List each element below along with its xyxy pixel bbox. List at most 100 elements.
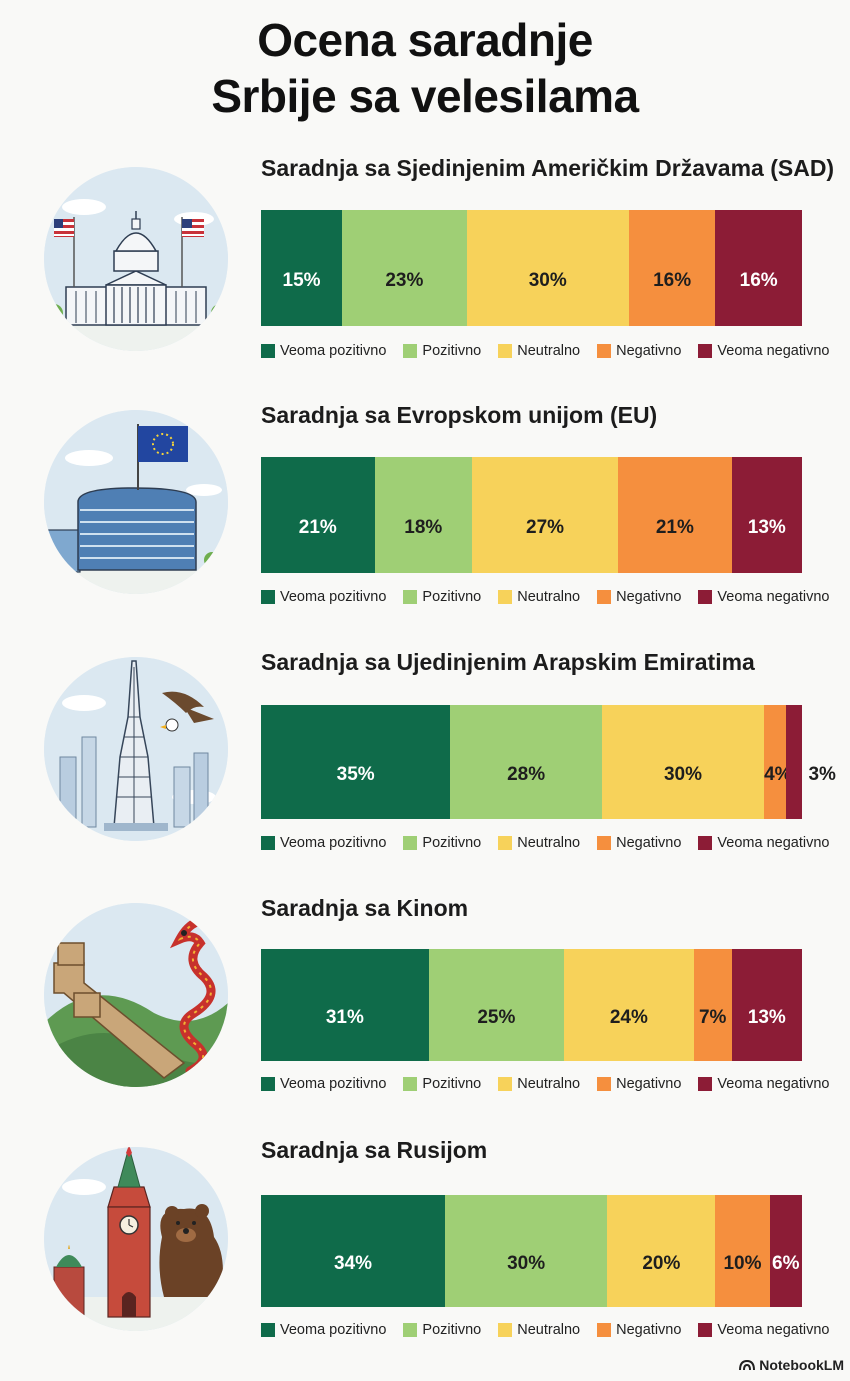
legend: Veoma pozitivno Pozitivno Neutralno Negativ… xyxy=(261,1076,829,1092)
page-title-line2: Srbije sa velesilama xyxy=(211,70,639,122)
stacked-bar: 31% 25% 24% 7% 13% xyxy=(261,949,802,1061)
legend-item: Neutralno xyxy=(498,1322,580,1338)
legend-label: Veoma pozitivno xyxy=(280,1322,387,1338)
bar-segment-pozitivno: 18% xyxy=(374,457,472,573)
bar-value-label: 27% xyxy=(526,517,565,538)
bar-value-label: 30% xyxy=(507,1253,546,1274)
bar-segment-negativno: 16% xyxy=(628,210,716,326)
bar-value-label: 23% xyxy=(385,270,424,291)
notebooklm-logo-icon xyxy=(739,1359,756,1371)
notebooklm-brand: NotebookLM xyxy=(739,1357,844,1373)
legend-label: Negativno xyxy=(616,343,682,359)
stacked-bar: 35% 28% 30% 4% 3% xyxy=(261,705,836,819)
legend: Veoma pozitivno Pozitivno Neutralno Negativ… xyxy=(261,343,829,359)
bar-segment-pozitivno: 23% xyxy=(342,210,467,326)
bar-segment-veoma-pozitivno: 21% xyxy=(261,457,375,573)
legend-label: Neutralno xyxy=(517,835,581,851)
bar-segment-pozitivno: 30% xyxy=(444,1195,608,1307)
legend-item: Veoma pozitivno xyxy=(261,835,386,851)
bar-value-label: 21% xyxy=(655,517,694,538)
legend-item: Pozitivno xyxy=(403,343,481,359)
bar-segment-neutralno: 30% xyxy=(601,705,765,819)
bar-segment-pozitivno: 25% xyxy=(428,949,564,1061)
chart-title: Saradnja sa Sjedinjenim Američkim Država… xyxy=(261,155,835,181)
legend-swatch xyxy=(597,1323,612,1337)
legend: Veoma pozitivno Pozitivno Neutralno Negativ… xyxy=(261,835,829,851)
legend-label: Pozitivno xyxy=(422,835,482,851)
chart-section-usa: Saradnja sa Sjedinjenim Američkim Država… xyxy=(0,155,850,395)
bar-segment-veoma-negativno: 13% xyxy=(731,457,802,573)
bar-segment-pozitivno: 28% xyxy=(450,705,602,819)
legend-label: Veoma negativno xyxy=(717,1076,830,1092)
legend-swatch xyxy=(261,344,275,358)
legend: Veoma pozitivno Pozitivno Neutralno Negativ… xyxy=(261,589,829,605)
bar-value-label: 4% xyxy=(764,764,792,785)
bar-value-label: 18% xyxy=(404,517,443,538)
legend-label: Veoma negativno xyxy=(717,589,830,605)
bar-segment-neutralno: 20% xyxy=(607,1195,716,1307)
bar-value-label: 13% xyxy=(747,517,786,538)
bar-segment-negativno: 7% xyxy=(693,949,732,1061)
bar-value-label: 35% xyxy=(336,764,375,785)
bar-value-label: 3% xyxy=(808,764,836,785)
eu-parliament-icon xyxy=(44,410,228,594)
legend-label: Pozitivno xyxy=(422,343,482,359)
legend-swatch xyxy=(498,1077,513,1091)
bar-value-label: 10% xyxy=(723,1253,762,1274)
bar-value-label: 24% xyxy=(609,1007,648,1028)
legend-item: Veoma pozitivno xyxy=(261,589,386,605)
bar-value-label: 34% xyxy=(333,1253,372,1274)
legend-swatch xyxy=(498,836,513,850)
stacked-bar: 15% 23% 30% 16% 16% xyxy=(261,210,802,326)
bar-segment-neutralno: 24% xyxy=(563,949,694,1061)
legend-item: Veoma negativno xyxy=(698,343,829,359)
legend-swatch xyxy=(597,1077,612,1091)
bar-value-label: 15% xyxy=(282,270,321,291)
legend-item: Veoma negativno xyxy=(698,1076,829,1092)
legend-label: Veoma negativno xyxy=(717,343,830,359)
bar-segment-veoma-negativno: 16% xyxy=(715,210,802,326)
burj-khalifa-icon xyxy=(44,657,228,841)
chart-section-china: Saradnja sa Kinom 31% 25% 24% 7% 13% Veoma p… xyxy=(0,895,850,1135)
legend-swatch xyxy=(261,1323,275,1337)
legend-item: Veoma negativno xyxy=(698,589,829,605)
legend-label: Veoma pozitivno xyxy=(280,835,387,851)
legend-item: Veoma negativno xyxy=(698,835,829,851)
bar-value-label: 25% xyxy=(477,1007,516,1028)
legend-item: Neutralno xyxy=(498,835,580,851)
legend-item: Veoma pozitivno xyxy=(261,1076,386,1092)
legend-label: Veoma negativno xyxy=(717,1322,830,1338)
bar-segment-veoma-negativno: 3% xyxy=(785,705,836,819)
legend-item: Pozitivno xyxy=(403,1322,481,1338)
bar-value-label: 31% xyxy=(325,1007,364,1028)
legend-label: Negativno xyxy=(616,1322,682,1338)
legend-item: Negativno xyxy=(597,835,681,851)
chart-title: Saradnja sa Ujedinjenim Arapskim Emirati… xyxy=(261,649,755,675)
chart-title: Saradnja sa Evropskom unijom (EU) xyxy=(261,402,658,428)
bar-segment-negativno: 4% xyxy=(764,705,792,819)
bar-segment-negativno: 10% xyxy=(715,1195,770,1307)
chart-title: Saradnja sa Rusijom xyxy=(261,1137,488,1163)
legend-swatch xyxy=(261,836,275,850)
legend-label: Neutralno xyxy=(517,343,581,359)
chart-section-uae: Saradnja sa Ujedinjenim Arapskim Emirati… xyxy=(0,649,850,889)
legend-swatch xyxy=(261,590,275,604)
legend-swatch xyxy=(597,344,612,358)
bar-value-label: 20% xyxy=(642,1253,681,1274)
legend-swatch xyxy=(698,836,713,850)
bar-segment-veoma-pozitivno: 31% xyxy=(261,949,429,1061)
bar-segment-negativno: 21% xyxy=(618,457,732,573)
legend-label: Neutralno xyxy=(517,589,581,605)
legend-item: Neutralno xyxy=(498,343,580,359)
bar-value-label: 13% xyxy=(747,1007,786,1028)
page-title: Ocena saradnje Srbije sa velesilama xyxy=(0,12,850,124)
bar-segment-neutralno: 30% xyxy=(466,210,629,326)
legend-swatch xyxy=(498,344,513,358)
legend-swatch xyxy=(498,590,513,604)
brand-label: NotebookLM xyxy=(759,1357,844,1373)
legend-swatch xyxy=(698,590,713,604)
legend-item: Pozitivno xyxy=(403,835,481,851)
legend-item: Neutralno xyxy=(498,589,580,605)
bar-value-label: 16% xyxy=(739,270,778,291)
page-title-line1: Ocena saradnje xyxy=(257,14,593,66)
